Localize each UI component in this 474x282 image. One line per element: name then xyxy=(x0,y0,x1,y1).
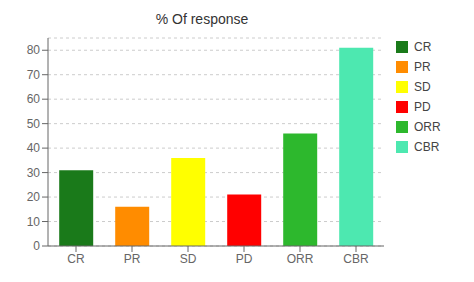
svg-text:PD: PD xyxy=(236,252,253,266)
svg-text:70: 70 xyxy=(27,68,41,82)
svg-text:SD: SD xyxy=(180,252,197,266)
svg-text:PR: PR xyxy=(124,252,141,266)
html-text:SD: SD xyxy=(414,80,431,94)
svg-text:40: 40 xyxy=(27,141,41,155)
svg-text:20: 20 xyxy=(27,190,41,204)
svg-text:0: 0 xyxy=(33,239,40,253)
html-text:CR: CR xyxy=(414,40,432,54)
svg-text:CR: CR xyxy=(67,252,85,266)
svg-text:80: 80 xyxy=(27,43,41,57)
html-text:% Of response: % Of response xyxy=(155,11,249,27)
html-text:PR: PR xyxy=(414,60,431,74)
html-text:PD: PD xyxy=(414,100,431,114)
svg-text:CBR: CBR xyxy=(343,252,369,266)
html-text:ORR: ORR xyxy=(414,120,441,134)
svg-text:60: 60 xyxy=(27,92,41,106)
svg-text:50: 50 xyxy=(27,117,41,131)
svg-text:ORR: ORR xyxy=(287,252,314,266)
svg-text:30: 30 xyxy=(27,166,41,180)
html-text:CBR: CBR xyxy=(414,140,440,154)
svg-text:10: 10 xyxy=(27,215,41,229)
